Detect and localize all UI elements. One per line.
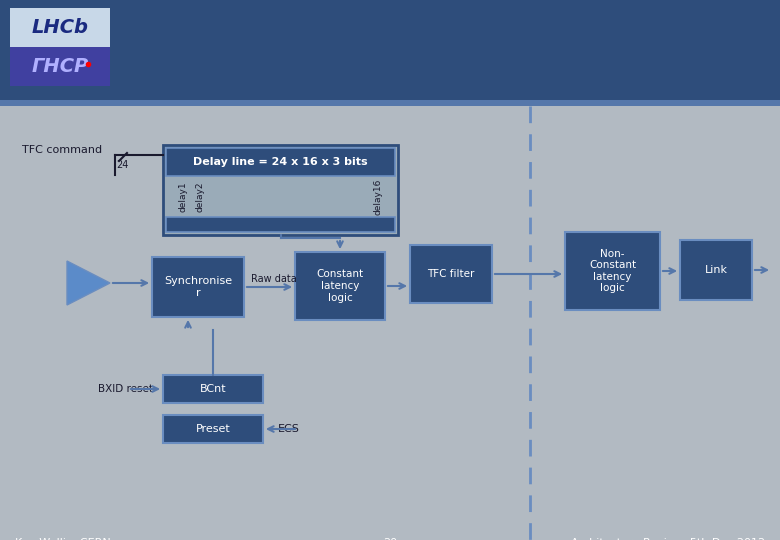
Text: TFC filter: TFC filter xyxy=(427,269,475,279)
Text: BXID reset: BXID reset xyxy=(98,384,153,394)
Bar xyxy=(166,217,395,232)
Text: Delay line = 24 x 16 x 3 bits: Delay line = 24 x 16 x 3 bits xyxy=(193,157,368,167)
Text: 20: 20 xyxy=(383,538,397,540)
Text: ΓHCP: ΓHCP xyxy=(31,57,89,76)
Text: LHCb: LHCb xyxy=(31,18,88,37)
Text: Preset: Preset xyxy=(196,424,230,434)
Text: Architecture Review, 5th Dec 2012: Architecture Review, 5th Dec 2012 xyxy=(571,538,765,540)
Text: Non-
Constant
latency
logic: Non- Constant latency logic xyxy=(589,248,636,293)
Text: delay2: delay2 xyxy=(196,181,204,212)
Bar xyxy=(163,145,398,235)
Bar xyxy=(0,0,780,100)
Bar xyxy=(0,100,780,106)
Polygon shape xyxy=(67,261,110,305)
Text: Synchronise
r: Synchronise r xyxy=(164,276,232,298)
Text: delay16: delay16 xyxy=(374,178,382,215)
Text: BCnt: BCnt xyxy=(200,384,226,394)
Text: delay1: delay1 xyxy=(179,181,187,212)
Bar xyxy=(295,252,385,320)
Bar xyxy=(410,245,492,303)
Bar xyxy=(152,257,244,317)
Bar xyxy=(565,232,660,310)
Bar xyxy=(10,47,110,86)
Bar xyxy=(166,148,395,176)
Bar xyxy=(0,106,780,540)
Text: TFC command: TFC command xyxy=(22,145,102,155)
Text: Constant
latency
logic: Constant latency logic xyxy=(317,269,363,302)
Bar xyxy=(163,375,263,403)
Bar xyxy=(10,8,110,47)
Text: Raw data: Raw data xyxy=(251,274,296,284)
Bar xyxy=(163,415,263,443)
Text: Ken Wyllie, CERN: Ken Wyllie, CERN xyxy=(15,538,111,540)
Bar xyxy=(680,240,752,300)
Text: ECS: ECS xyxy=(278,424,300,434)
Text: Link: Link xyxy=(704,265,728,275)
Text: 24: 24 xyxy=(115,160,128,170)
